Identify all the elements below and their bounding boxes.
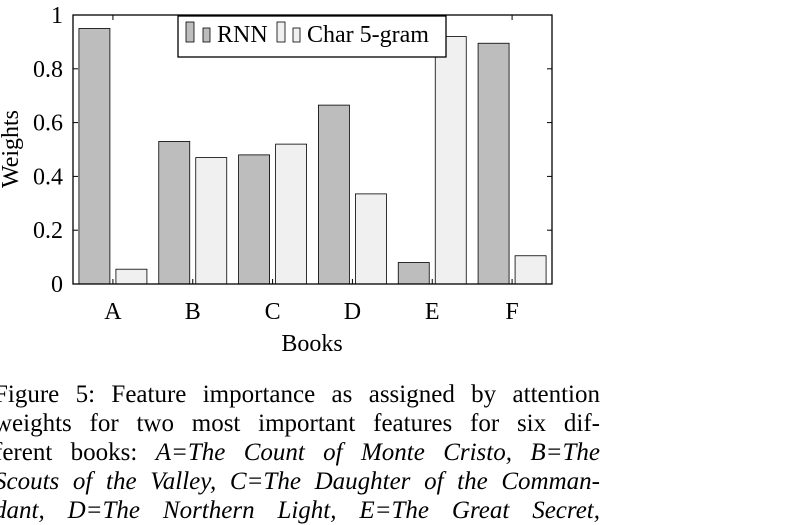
- caption-line-4-books: Scouts of the Valley, C=The Daughter of …: [0, 468, 600, 495]
- bar-char5gram-e: [434, 36, 467, 285]
- x-tick-label-e: E: [425, 299, 440, 325]
- legend-label-char5gram: Char 5-gram: [307, 22, 429, 48]
- x-tick-label-b: B: [185, 299, 201, 325]
- legend-swatch-rnn-small: [202, 27, 211, 43]
- caption-line-2: weights for two most important features …: [0, 410, 600, 437]
- bar-rnn-e: [397, 262, 430, 285]
- y-axis: 0 0.2 0.4 0.6 0.8 1: [33, 3, 552, 298]
- y-tick-label-2: 0.4: [33, 164, 63, 190]
- x-tick-label-a: A: [104, 299, 122, 325]
- bar-char5gram-a: [115, 268, 148, 285]
- y-axis-label: Weights: [0, 110, 24, 188]
- bar-char5gram-c: [275, 143, 307, 285]
- bar-rnn-d: [318, 104, 350, 285]
- x-tick-label-f: F: [505, 299, 518, 325]
- bar-rnn-a: [78, 28, 111, 285]
- x-tick-label-c: C: [265, 299, 281, 325]
- caption-line-3-prefix: ferent books:: [0, 439, 156, 466]
- y-tick-label-5: 1: [51, 3, 63, 29]
- legend-label-rnn: RNN: [217, 22, 268, 48]
- legend-box: [177, 15, 447, 58]
- bar-char5gram-b: [195, 157, 228, 285]
- legend-swatch-char5gram-large: [276, 21, 286, 43]
- bar-rnn-f: [477, 42, 510, 285]
- caption-line-1: Figure 5: Feature importance as assigned…: [0, 381, 600, 408]
- plot-area: [78, 28, 547, 285]
- figure-caption: Figure 5: Feature importance as assigned…: [0, 380, 600, 525]
- x-tick-label-d: D: [344, 299, 361, 325]
- caption-line-3-books: A=The Count of Monte Cristo, B=The: [155, 439, 600, 466]
- y-tick-label-0: 0: [51, 272, 63, 298]
- plot-frame: [72, 14, 553, 285]
- bar-char5gram-f: [514, 255, 547, 285]
- legend-swatch-rnn-large: [185, 21, 195, 43]
- bar-char5gram-d: [355, 193, 387, 285]
- legend: RNN Char 5-gram: [177, 15, 447, 58]
- caption-line-3: ferent books: A=The Count of Monte Crist…: [0, 438, 600, 467]
- x-axis-label: Books: [281, 331, 342, 357]
- caption-line-4: Scouts of the Valley, C=The Daughter of …: [0, 467, 600, 496]
- y-tick-label-4: 0.8: [33, 57, 63, 83]
- bar-chart: 0 0.2 0.4 0.6 0.8 1 A B C D E F Weights Books RNN …: [0, 3, 553, 357]
- y-tick-label-1: 0.2: [33, 218, 63, 244]
- x-axis: A B C D E F: [104, 15, 519, 325]
- y-tick-label-3: 0.6: [33, 111, 63, 137]
- bar-rnn-b: [158, 141, 191, 285]
- legend-swatch-char5gram-small: [292, 27, 301, 43]
- bar-rnn-c: [238, 154, 270, 285]
